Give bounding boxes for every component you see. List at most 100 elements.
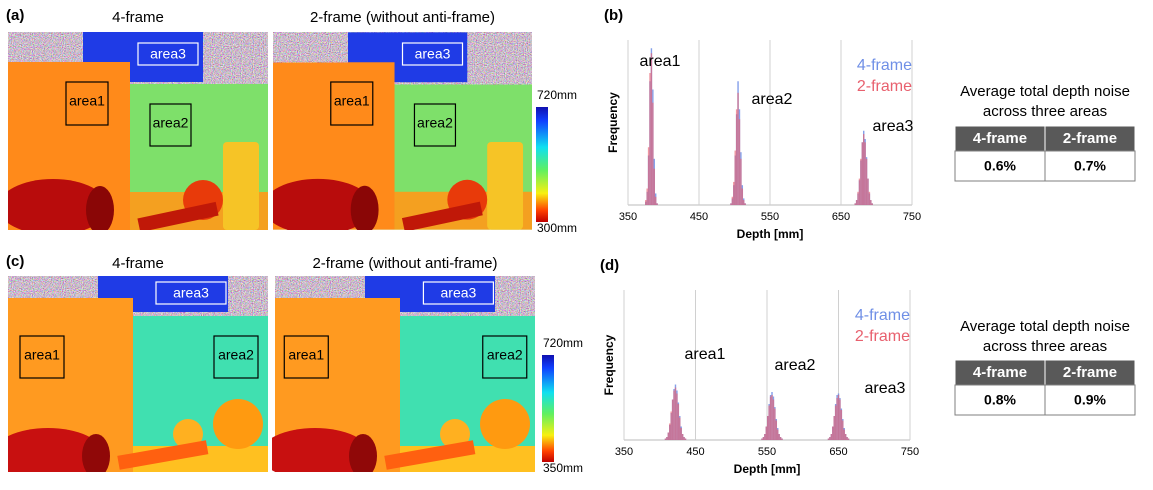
area-label: area3: [441, 285, 477, 301]
histogram-bar: [654, 196, 657, 205]
table-cell: [1044, 150, 1136, 182]
histogram-bar: [775, 420, 778, 440]
x-tick-label: 750: [903, 211, 921, 223]
area-box: [19, 335, 65, 379]
histogram-bar: [730, 203, 732, 205]
histogram-bar: [650, 53, 653, 206]
area-box: [155, 281, 227, 305]
x-tick-label: 350: [615, 446, 633, 458]
y-axis-title: Frequency: [602, 334, 616, 395]
histogram-bar: [666, 437, 668, 440]
histogram-bar: [670, 411, 672, 440]
histogram-bar: [837, 395, 840, 440]
panel-label: (a): [6, 7, 24, 24]
area-label: area3: [415, 46, 451, 62]
colorbar-max: 720mm: [537, 88, 577, 102]
table-title: Average total depth noise: [960, 83, 1130, 100]
histogram-bar: [673, 390, 675, 440]
histogram-bar: [669, 423, 671, 440]
table-title: Average total depth noise: [960, 318, 1130, 335]
x-tick-label: 450: [690, 211, 708, 223]
table-cell: [1044, 384, 1136, 416]
depth-image: [0, 32, 268, 235]
histogram-bar: [865, 158, 868, 205]
legend-entry: 4-frame: [857, 57, 912, 74]
area-label: area1: [288, 347, 324, 363]
histogram-bar: [768, 405, 770, 440]
colorbar-min: 350mm: [543, 461, 583, 475]
histogram-bar: [781, 438, 783, 440]
x-tick-label: 550: [761, 211, 779, 223]
area-label: area2: [487, 347, 523, 363]
x-tick-label: 650: [829, 446, 847, 458]
table-cell: [954, 150, 1046, 182]
histogram-bar: [844, 434, 847, 440]
histogram-bar: [683, 437, 685, 440]
histogram-bar: [857, 191, 859, 205]
colorbar: [542, 355, 554, 462]
histogram-bar: [847, 438, 850, 440]
table-value: 0.6%: [984, 158, 1016, 174]
histogram-bar: [842, 420, 844, 440]
histogram-bar: [735, 109, 738, 205]
legend-entry: 2-frame: [855, 328, 910, 345]
histogram-bar: [843, 429, 845, 440]
x-axis-title: Depth [mm]: [734, 462, 801, 476]
image-title: 2-frame (without anti-frame): [312, 255, 497, 272]
legend-entry: 2-frame: [857, 78, 912, 95]
x-tick-label: 750: [901, 446, 919, 458]
histogram-bar: [827, 438, 830, 440]
area-label: area2: [153, 115, 189, 131]
histogram-bar: [647, 147, 650, 205]
histogram-bar: [779, 437, 782, 440]
histogram-bar: [769, 396, 772, 440]
area-label: area3: [173, 285, 209, 301]
histogram-bar: [731, 196, 734, 205]
area-box: [413, 103, 457, 147]
x-tick-label: 650: [832, 211, 850, 223]
area-label: area2: [417, 115, 453, 131]
histogram-bar: [772, 399, 775, 440]
x-tick-label: 550: [758, 446, 776, 458]
table-title: across three areas: [983, 338, 1107, 355]
colorbar-min: 300mm: [537, 221, 577, 235]
histogram-bar: [836, 398, 838, 440]
histogram-bar: [653, 168, 655, 205]
table-header: 4-frame: [973, 364, 1027, 381]
table-header: 2-frame: [1063, 130, 1117, 147]
area-box: [283, 335, 329, 379]
area-box: [482, 335, 528, 379]
histogram-bar: [645, 200, 647, 205]
panel-label: (d): [600, 257, 619, 274]
table-title: across three areas: [983, 103, 1107, 120]
area-box: [401, 42, 464, 66]
y-axis-title: Frequency: [606, 92, 620, 153]
table-header-cell: [954, 359, 1046, 386]
histogram-bar: [829, 437, 831, 440]
histogram-bar: [684, 438, 687, 440]
histogram-bar: [674, 387, 677, 440]
histogram-bar: [676, 393, 678, 440]
histogram-bar: [652, 102, 654, 205]
histogram-bar: [832, 426, 834, 440]
x-axis-title: Depth [mm]: [737, 227, 804, 241]
histogram-bar: [664, 438, 667, 440]
area-box: [65, 81, 109, 126]
table-header-cell: [1044, 359, 1136, 386]
histogram-bar: [671, 399, 674, 440]
area-box: [137, 42, 199, 66]
histogram-bar: [840, 410, 843, 440]
area-box: [422, 281, 495, 305]
histogram-bar: [774, 408, 776, 440]
histogram-bar: [764, 434, 766, 440]
colorbar: [536, 107, 548, 222]
histogram-bar: [744, 203, 746, 205]
area-label: area3: [150, 46, 186, 62]
histogram-bar: [734, 150, 736, 205]
legend-entry: 4-frame: [855, 307, 910, 324]
histogram-bar: [860, 158, 862, 205]
table-value: 0.8%: [984, 392, 1016, 408]
histogram-bar: [646, 188, 648, 205]
histogram-bar: [861, 142, 864, 205]
